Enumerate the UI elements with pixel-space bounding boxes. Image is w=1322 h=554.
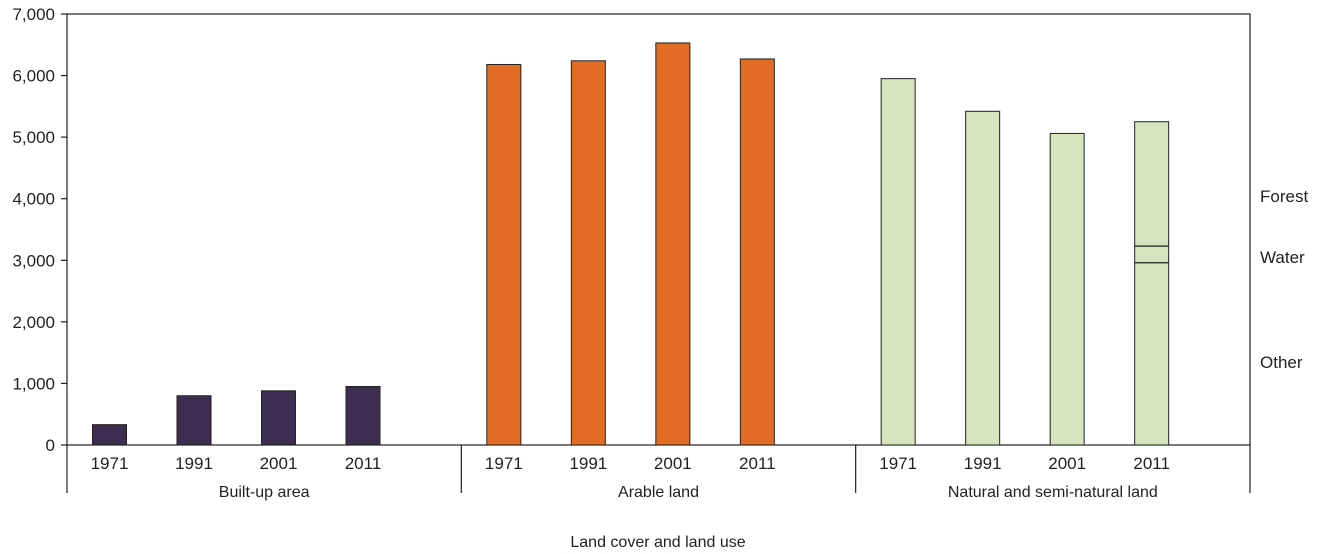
x-tick-label: 1991 bbox=[569, 454, 607, 473]
x-tick-label: 2011 bbox=[1133, 454, 1170, 473]
x-tick-label: 2011 bbox=[739, 454, 776, 473]
bar bbox=[1049, 132, 1085, 446]
x-tick-label: 1971 bbox=[879, 454, 917, 473]
x-tick-label: 2011 bbox=[345, 454, 382, 473]
group-label: Arable land bbox=[618, 484, 699, 501]
segment-label-forest: Forest bbox=[1260, 187, 1308, 206]
y-tick-label: 3,000 bbox=[12, 251, 55, 270]
bar bbox=[92, 424, 127, 446]
x-tick-label: 1991 bbox=[964, 454, 1002, 473]
group-label: Built-up area bbox=[219, 484, 310, 501]
bar bbox=[655, 42, 691, 446]
y-tick-label: 1,000 bbox=[12, 374, 55, 393]
bar bbox=[570, 60, 606, 446]
segment-label-water: Water bbox=[1260, 248, 1305, 267]
bars bbox=[92, 42, 1170, 446]
bar bbox=[739, 58, 775, 446]
x-tick-label: 1991 bbox=[175, 454, 213, 473]
x-tick-label: 1971 bbox=[91, 454, 129, 473]
x-tick-label: 2001 bbox=[654, 454, 692, 473]
bar bbox=[345, 386, 381, 446]
segment-label-other: Other bbox=[1260, 353, 1303, 372]
y-tick-label: 0 bbox=[46, 436, 55, 455]
x-axis-title: Land cover and land use bbox=[570, 534, 745, 551]
y-tick-label: 4,000 bbox=[12, 190, 55, 209]
x-tick-label: 2001 bbox=[1048, 454, 1086, 473]
group-label: Natural and semi-natural land bbox=[948, 484, 1158, 501]
bar bbox=[965, 110, 1001, 446]
y-axis: 0 1,000 2,000 3,000 4,000 5,000 6,000 7,000 bbox=[12, 5, 67, 455]
x-axis: 1971 1991 2001 2011 Built-up area 1971 1991 200… bbox=[66, 445, 1251, 501]
bar bbox=[1134, 121, 1170, 446]
y-tick-label: 6,000 bbox=[12, 67, 55, 86]
y-tick-label: 5,000 bbox=[12, 128, 55, 147]
x-tick-label: 2001 bbox=[260, 454, 298, 473]
bar bbox=[486, 63, 522, 446]
bar bbox=[880, 78, 916, 446]
segment-labels: Forest Water Other bbox=[1260, 187, 1308, 372]
bar bbox=[261, 390, 296, 446]
y-tick-label: 2,000 bbox=[12, 313, 55, 332]
x-tick-label: 1971 bbox=[485, 454, 523, 473]
bar bbox=[176, 395, 212, 446]
y-tick-label: 7,000 bbox=[12, 5, 55, 24]
